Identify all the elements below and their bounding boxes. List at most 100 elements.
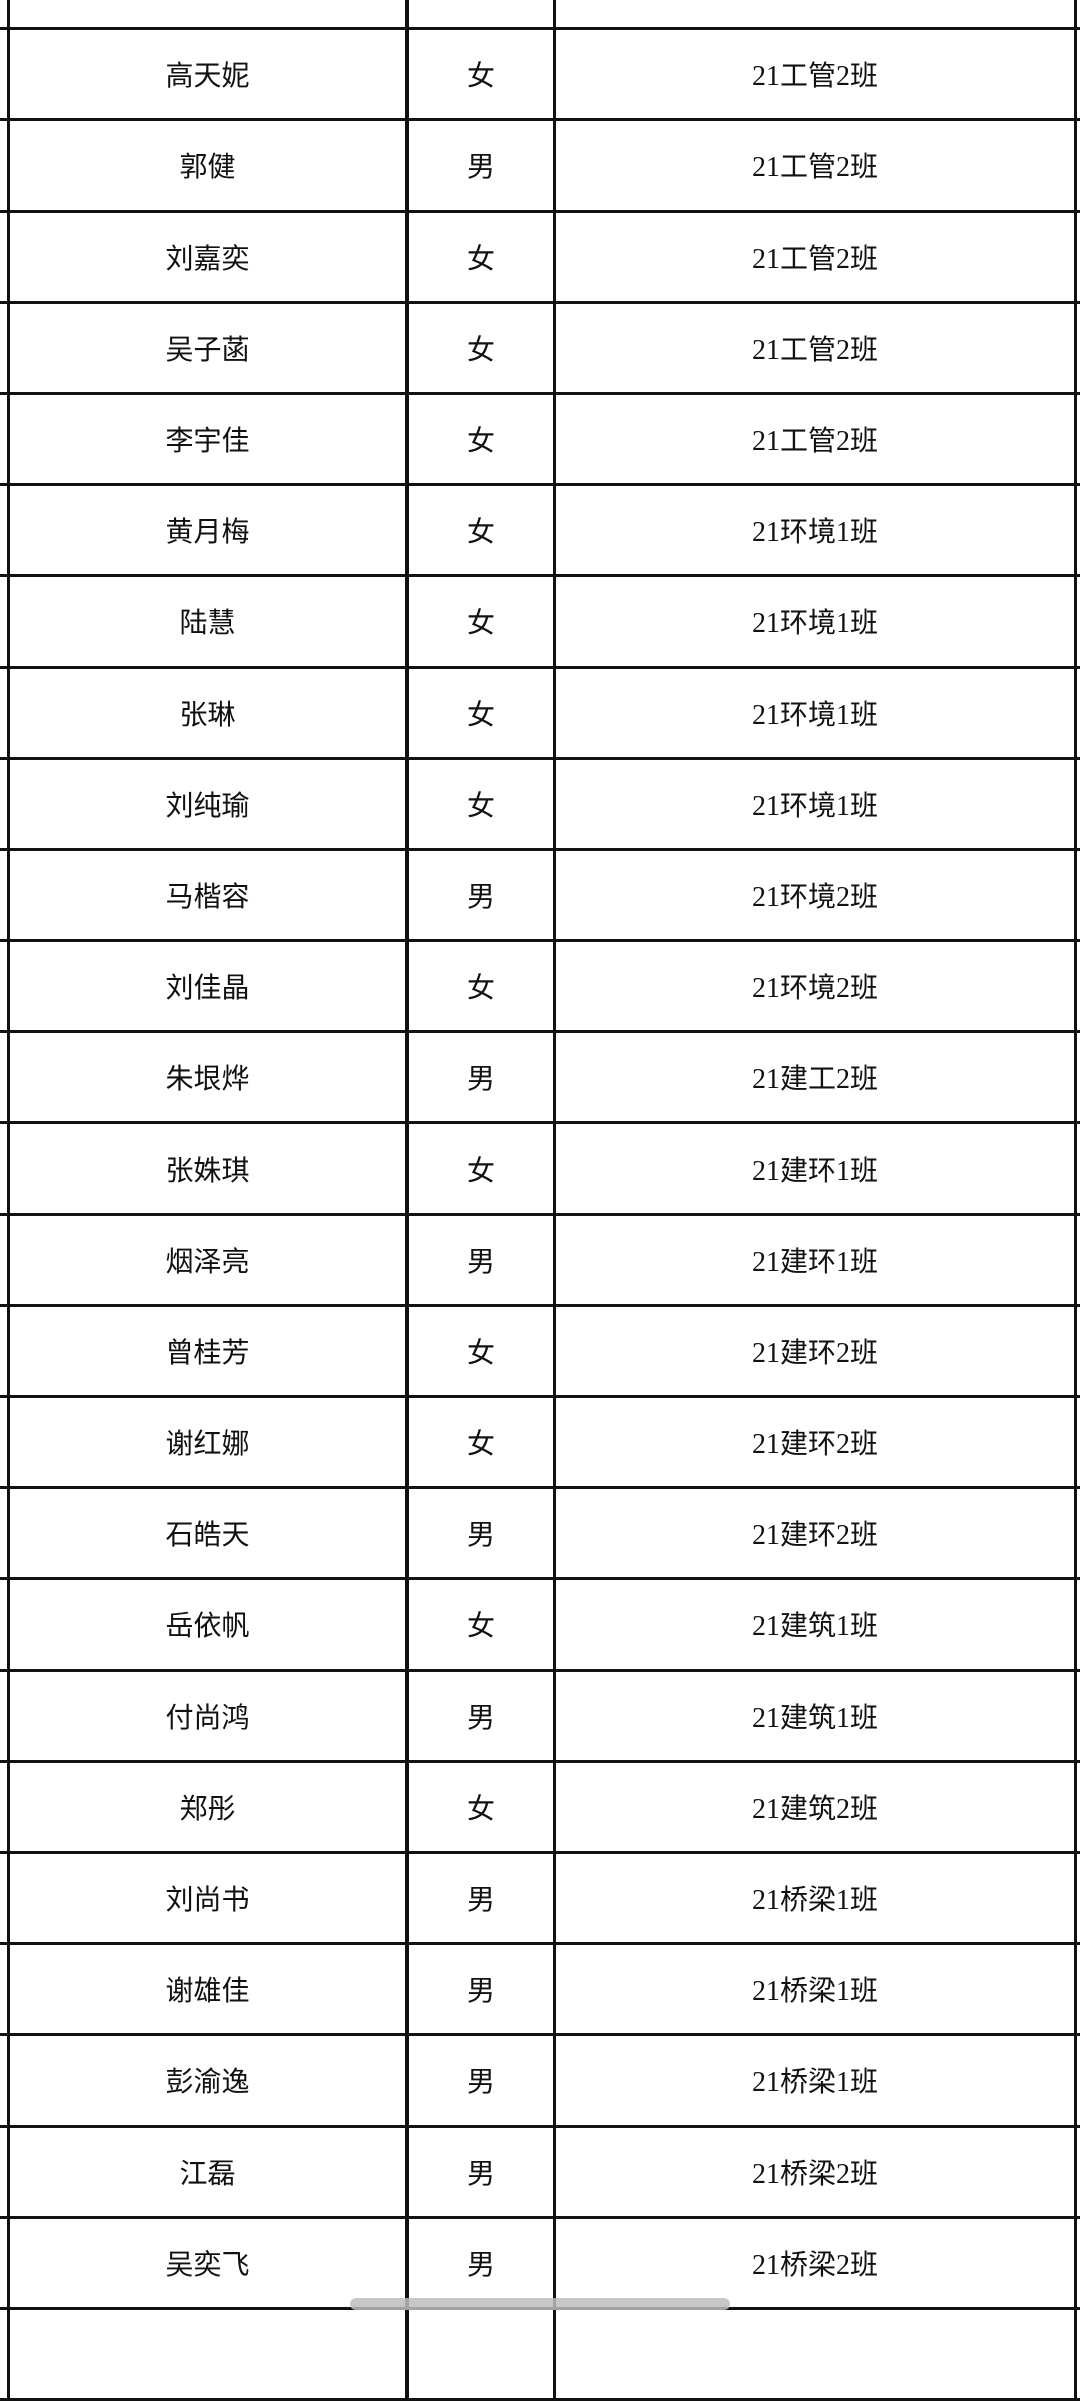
gender-cell (405, 2309, 553, 2399)
table-row: 付尚鸿男 21建筑1班 (0, 1671, 1080, 1763)
class-cell: 21工管2班 (553, 394, 1077, 484)
table-row: 刘纯瑜女 21环境1班 (0, 759, 1080, 851)
gender-cell: 男 (405, 121, 553, 210)
name-cell: 高天妮 (7, 30, 405, 119)
gender-cell: 女 (405, 942, 553, 1031)
name-cell: 彭渝逸 (7, 2036, 405, 2125)
table-row: 李宇佳女 21工管2班 (0, 394, 1080, 487)
name-cell: 刘佳晶 (7, 942, 405, 1031)
class-cell: 21桥梁1班 (553, 1853, 1077, 1943)
name-cell: 郑彤 (7, 1762, 405, 1851)
gender-cell: 女 (405, 1306, 553, 1395)
gender-cell: 男 (405, 1215, 553, 1304)
gender-cell: 女 (405, 1124, 553, 1213)
name-cell: 刘纯瑜 (7, 759, 405, 848)
gender-cell: 男 (405, 1853, 553, 1943)
table-row: 张姝琪女 21建环1班 (0, 1124, 1080, 1216)
name-cell: 石皓天 (7, 1489, 405, 1578)
name-cell: 陆慧 (7, 577, 405, 666)
table-row: 黄月梅女 21环境1班 (0, 486, 1080, 578)
class-cell: 21工管2班 (553, 30, 1077, 119)
gender-cell: 女 (405, 759, 553, 848)
gender-cell: 女 (405, 394, 553, 484)
table-row (0, 2309, 1080, 2401)
gender-cell: 男 (405, 1671, 553, 1760)
gender-cell: 女 (405, 486, 553, 575)
table-row: 郭健男 21工管2班 (0, 121, 1080, 213)
gender-cell: 女 (405, 212, 553, 301)
gender-cell: 女 (405, 303, 553, 392)
name-cell: 马楷容 (7, 850, 405, 940)
name-cell: 刘嘉奕 (7, 212, 405, 301)
class-cell: 21环境1班 (553, 668, 1077, 757)
class-cell: 21环境2班 (553, 850, 1077, 940)
table-row: 朱垠烨男 21建工2班 (0, 1033, 1080, 1125)
horizontal-scrollbar[interactable] (350, 2298, 730, 2310)
name-cell: 张琳 (7, 668, 405, 757)
class-cell: 21环境2班 (553, 942, 1077, 1031)
name-cell: 岳依帆 (7, 1580, 405, 1669)
class-cell: 21环境1班 (553, 577, 1077, 666)
gender-cell: 男 (405, 2218, 553, 2307)
name-cell: 曾桂芳 (7, 1306, 405, 1395)
table-row: 岳依帆女 21建筑1班 (0, 1580, 1080, 1672)
name-cell (7, 2309, 405, 2399)
name-cell: 刘尚书 (7, 1853, 405, 1943)
class-cell: 21建环2班 (553, 1306, 1077, 1395)
table-row: 马楷容男 21环境2班 (0, 850, 1080, 943)
table-row: 谢红娜女 21建环2班 (0, 1398, 1080, 1490)
table-row: 高天妮女 21工管2班 (0, 30, 1080, 122)
class-cell: 21建环2班 (553, 1489, 1077, 1578)
class-cell (553, 0, 1077, 28)
class-cell: 21建筑1班 (553, 1671, 1077, 1760)
name-cell: 张姝琪 (7, 1124, 405, 1213)
table-row: 吴奕飞男 21桥梁2班 (0, 2218, 1080, 2310)
gender-cell: 女 (405, 1398, 553, 1487)
gender-cell: 女 (405, 1762, 553, 1851)
name-cell: 吴子菡 (7, 303, 405, 392)
name-cell (7, 0, 405, 28)
gender-cell: 男 (405, 2127, 553, 2216)
class-cell (553, 2309, 1077, 2399)
class-cell: 21建筑1班 (553, 1580, 1077, 1669)
class-cell: 21建环1班 (553, 1215, 1077, 1304)
class-cell: 21建环2班 (553, 1398, 1077, 1487)
name-cell: 黄月梅 (7, 486, 405, 575)
table-row: 烟泽亮男 21建环1班 (0, 1215, 1080, 1307)
name-cell: 谢红娜 (7, 1398, 405, 1487)
gender-cell: 男 (405, 1489, 553, 1578)
name-cell: 谢雄佳 (7, 1945, 405, 2034)
gender-cell: 女 (405, 577, 553, 666)
class-cell: 21环境1班 (553, 486, 1077, 575)
class-cell: 21工管2班 (553, 303, 1077, 392)
name-cell: 江磊 (7, 2127, 405, 2216)
gender-cell: 男 (405, 1033, 553, 1122)
class-cell: 21桥梁2班 (553, 2127, 1077, 2216)
gender-cell: 男 (405, 850, 553, 940)
name-cell: 吴奕飞 (7, 2218, 405, 2307)
class-cell: 21环境1班 (553, 759, 1077, 848)
table-row: 吴子菡女 21工管2班 (0, 303, 1080, 395)
name-cell: 付尚鸿 (7, 1671, 405, 1760)
table-row: 石皓天男 21建环2班 (0, 1489, 1080, 1581)
name-cell: 烟泽亮 (7, 1215, 405, 1304)
gender-cell: 女 (405, 1580, 553, 1669)
table-row: 曾桂芳女 21建环2班 (0, 1306, 1080, 1398)
table-row: 江磊男 21桥梁2班 (0, 2127, 1080, 2219)
table-row: 陆慧女 21环境1班 (0, 577, 1080, 669)
table-row: 刘佳晶女 21环境2班 (0, 942, 1080, 1034)
name-cell: 李宇佳 (7, 394, 405, 484)
name-cell: 朱垠烨 (7, 1033, 405, 1122)
class-cell: 21建筑2班 (553, 1762, 1077, 1851)
gender-cell: 女 (405, 668, 553, 757)
table-row: 刘嘉奕女 21工管2班 (0, 212, 1080, 304)
table-row (0, 0, 1080, 31)
class-cell: 21桥梁2班 (553, 2218, 1077, 2307)
class-cell: 21建工2班 (553, 1033, 1077, 1122)
gender-cell: 男 (405, 1945, 553, 2034)
class-cell: 21建环1班 (553, 1124, 1077, 1213)
class-cell: 21工管2班 (553, 212, 1077, 301)
table-row: 张琳女 21环境1班 (0, 668, 1080, 760)
gender-cell: 女 (405, 30, 553, 119)
